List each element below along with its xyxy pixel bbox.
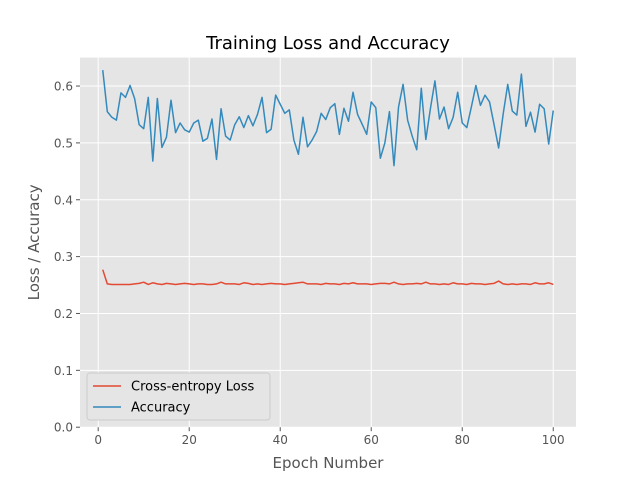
x-tick-label: 20 [182, 433, 197, 447]
y-axis-label: Loss / Accuracy [25, 184, 43, 300]
x-tick-label: 60 [364, 433, 379, 447]
y-tick-label: 0.1 [54, 364, 73, 378]
series-layer [102, 70, 554, 286]
y-tick-label: 0.5 [54, 136, 73, 150]
accuracy-series-line [102, 70, 554, 167]
y-tick-label: 0.3 [54, 250, 73, 264]
x-tick-label: 100 [542, 433, 565, 447]
y-tick-label: 0.2 [54, 307, 73, 321]
x-axis-ticks: 0 20 40 60 80 100 [94, 427, 565, 447]
x-tick-label: 80 [455, 433, 470, 447]
legend-label-loss: Cross-entropy Loss [131, 380, 254, 395]
legend: Cross-entropy Loss Accuracy [86, 372, 271, 421]
legend-box [86, 372, 271, 421]
y-axis-ticks: 0.0 0.1 0.2 0.3 0.4 0.5 0.6 [54, 80, 80, 435]
x-axis-label: Epoch Number [273, 454, 385, 472]
grid [80, 57, 576, 428]
legend-label-accuracy: Accuracy [131, 401, 191, 416]
loss-series-line [102, 269, 554, 286]
x-tick-label: 0 [94, 433, 102, 447]
y-tick-label: 0.4 [54, 193, 73, 207]
chart-title: Training Loss and Accuracy [205, 33, 450, 54]
y-tick-label: 0.0 [54, 421, 73, 435]
x-tick-label: 40 [273, 433, 288, 447]
y-tick-label: 0.6 [54, 80, 73, 94]
